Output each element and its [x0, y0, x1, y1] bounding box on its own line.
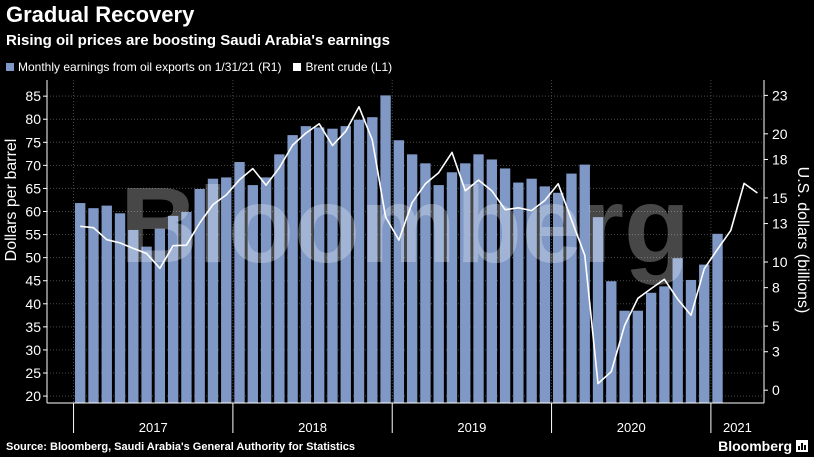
bar: [181, 212, 192, 403]
bar: [619, 310, 630, 403]
bar: [606, 281, 617, 403]
x-tick-label: 2021: [723, 420, 752, 435]
legend-swatch-line: [293, 63, 302, 71]
legend-swatch-bars: [6, 63, 14, 71]
bar: [287, 135, 298, 403]
right-tick-label: 15: [772, 190, 788, 206]
bar: [672, 258, 683, 403]
right-tick-label: 3: [772, 344, 780, 360]
bar: [154, 228, 166, 403]
brand-wordmark: Bloomberg: [718, 438, 792, 454]
bar: [499, 168, 511, 403]
bar: [194, 188, 205, 403]
right-tick-label: 20: [772, 126, 788, 142]
left-tick-label: 50: [25, 250, 41, 266]
left-tick-label: 30: [25, 342, 41, 358]
bar: [685, 279, 697, 403]
bar: [75, 203, 86, 403]
left-tick-label: 80: [25, 111, 41, 127]
bar: [114, 213, 126, 403]
bar: [234, 162, 245, 403]
bar: [526, 178, 537, 403]
right-axis-label: U.S. dollars (billions): [794, 167, 811, 314]
line-layer: [80, 106, 758, 385]
x-tick-label: 2020: [617, 420, 646, 435]
bar: [300, 126, 312, 404]
bar: [632, 310, 644, 403]
bar: [128, 229, 139, 403]
right-tick-label: 13: [772, 216, 788, 232]
legend-item-line: Brent crude (L1): [293, 60, 392, 74]
left-tick-label: 85: [25, 88, 41, 104]
bar: [101, 205, 112, 403]
right-tick-label: 10: [772, 254, 788, 270]
bar: [314, 127, 325, 403]
bar: [207, 178, 219, 403]
right-tick-label: 0: [772, 382, 780, 398]
bar: [167, 215, 179, 403]
left-tick-label: 35: [25, 319, 41, 335]
bar: [340, 126, 351, 404]
left-tick-label: 40: [25, 296, 41, 312]
x-tick-label: 2019: [457, 420, 486, 435]
left-tick-label: 55: [25, 227, 41, 243]
right-tick-label: 8: [772, 280, 780, 296]
grid-layer: [47, 80, 764, 403]
left-axis-label: Dollars per barrel: [3, 139, 20, 262]
bar: [513, 182, 524, 403]
bar: [460, 163, 471, 403]
bar: [539, 186, 551, 403]
bar: [659, 286, 670, 403]
bar: [420, 163, 431, 403]
bar: [566, 173, 577, 403]
legend-label-bars: Monthly earnings from oil exports on 1/3…: [18, 60, 282, 74]
left-tick-label: 45: [25, 273, 41, 289]
bar: [353, 119, 365, 403]
right-tick-label: 5: [772, 318, 780, 334]
bars-layer: [75, 95, 723, 404]
bar: [446, 172, 458, 403]
chart-subtitle: Rising oil prices are boosting Saudi Ara…: [6, 32, 390, 49]
bar: [327, 128, 338, 403]
right-tick-label: 18: [772, 151, 788, 167]
right-tick-label: 23: [772, 87, 788, 103]
legend-label-line: Brent crude (L1): [305, 60, 393, 74]
bar: [260, 177, 272, 403]
bar: [141, 246, 152, 403]
bar: [699, 264, 710, 403]
bar: [274, 154, 285, 403]
bar: [473, 154, 484, 403]
left-tick-label: 70: [25, 157, 41, 173]
bar: [553, 192, 564, 403]
left-tick-label: 65: [25, 180, 41, 196]
bar: [367, 117, 378, 404]
x-tick-label: 2017: [139, 420, 168, 435]
bar: [645, 292, 657, 403]
bar: [433, 185, 444, 403]
legend: Monthly earnings from oil exports on 1/3…: [6, 60, 392, 74]
bar: [88, 208, 99, 403]
chart-title: Gradual Recovery: [6, 2, 195, 27]
bar: [592, 217, 604, 403]
bar: [486, 159, 497, 403]
bar: [712, 233, 723, 403]
legend-item-bars: Monthly earnings from oil exports on 1/3…: [6, 60, 281, 74]
bar: [393, 140, 405, 403]
left-tick-label: 75: [25, 134, 41, 150]
left-tick-label: 20: [25, 388, 41, 404]
axes-layer: 2017 2018 2019 2020 202120253035404550556065…: [25, 80, 788, 435]
bar-chart-icon: [796, 440, 808, 452]
left-tick-label: 60: [25, 204, 41, 220]
bar: [380, 95, 391, 403]
bar: [579, 164, 590, 403]
bar: [406, 154, 418, 403]
source-note: Source: Bloomberg, Saudi Arabia's Genera…: [6, 441, 355, 453]
bar: [221, 177, 232, 403]
left-tick-label: 25: [25, 365, 41, 381]
brent-crude-line: [80, 106, 758, 385]
bar: [247, 185, 258, 403]
x-tick-label: 2018: [298, 420, 327, 435]
